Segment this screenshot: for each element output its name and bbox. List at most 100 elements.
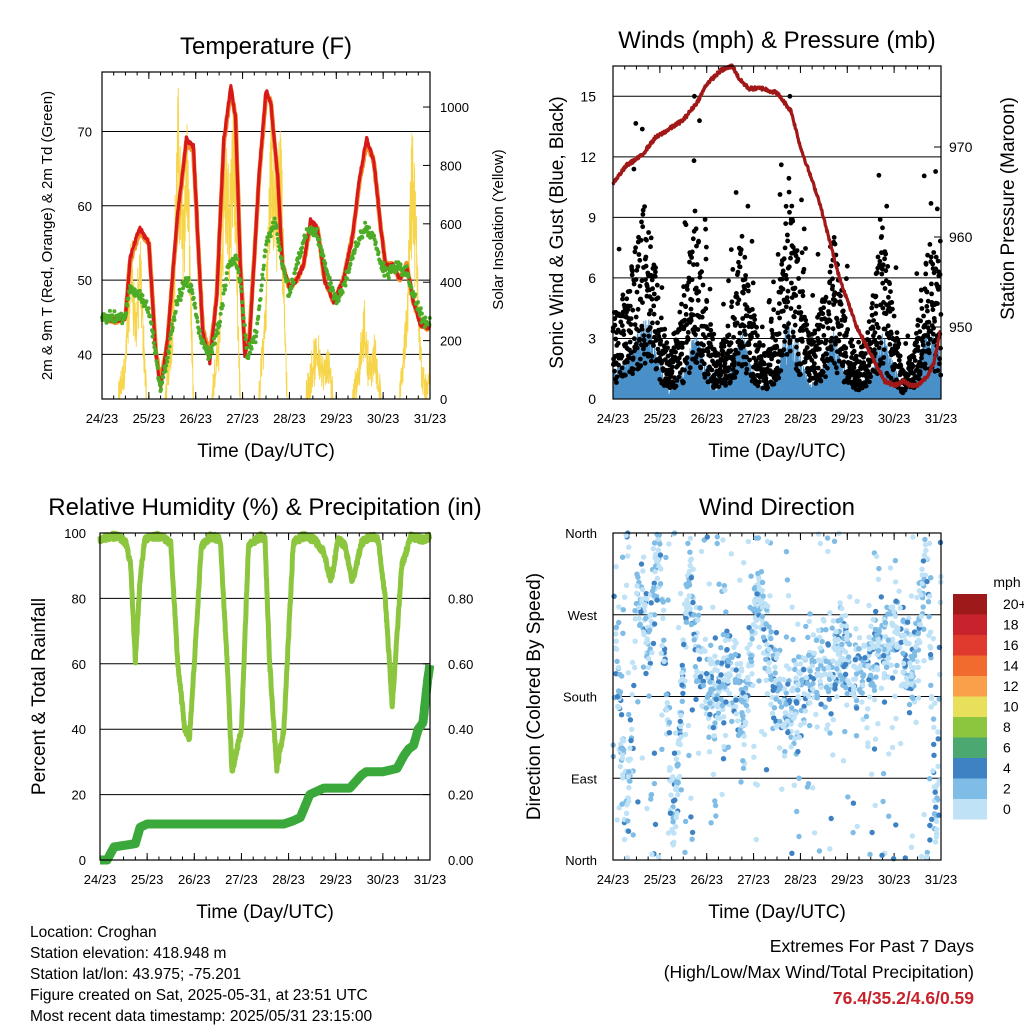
gust-point [703, 256, 709, 262]
legend-label: 2 [1003, 781, 1011, 797]
gust-point [833, 365, 839, 371]
td2m-point [342, 280, 347, 284]
direction-point [824, 726, 830, 732]
gust-point [830, 283, 836, 289]
td2m-point [192, 301, 197, 306]
direction-point [788, 744, 794, 750]
direction-point [629, 691, 635, 698]
td2m-point [218, 311, 223, 316]
gust-point [694, 360, 700, 365]
y-right-tick-label: 950 [949, 319, 973, 335]
direction-point [772, 664, 778, 670]
gust-point [843, 345, 849, 351]
direction-point [854, 598, 860, 604]
y-right-tick-label: 970 [949, 139, 973, 155]
direction-point [881, 675, 887, 681]
gust-point [730, 367, 736, 372]
td2m-point [170, 325, 175, 330]
gust-point [704, 244, 709, 250]
direction-point [932, 700, 938, 706]
gust-point [846, 375, 852, 381]
gust-point [872, 347, 877, 353]
gust-point [682, 367, 687, 373]
gust-point [690, 236, 696, 242]
direction-point [866, 677, 872, 683]
gust-point [632, 322, 638, 327]
direction-point [919, 566, 925, 572]
gust-point [875, 254, 881, 260]
direction-point [933, 804, 939, 810]
direction-point [795, 694, 801, 700]
gust-point [935, 368, 941, 373]
legend-swatch [953, 717, 987, 738]
direction-point [750, 622, 757, 628]
direction-point [670, 798, 677, 804]
direction-point [660, 607, 667, 613]
direction-point [639, 755, 645, 761]
direction-point [893, 822, 899, 828]
panel-title: Relative Humidity (%) & Precipitation (i… [48, 494, 481, 521]
direction-point [931, 752, 937, 758]
direction-point [670, 774, 676, 780]
gust-point [773, 337, 778, 343]
gust-point [804, 345, 810, 350]
direction-point [898, 639, 904, 645]
gust-point [716, 384, 722, 389]
direction-point [706, 749, 713, 755]
y-tick-label: North [565, 853, 597, 868]
td2m-point [247, 350, 252, 355]
direction-point [851, 693, 858, 700]
gust-point [653, 265, 658, 271]
direction-point [791, 657, 797, 664]
direction-point [652, 821, 659, 828]
direction-point [935, 763, 941, 769]
y-right-tick-label: 400 [440, 275, 462, 290]
direction-point [795, 687, 801, 693]
td2m-point [298, 253, 303, 258]
direction-point [806, 652, 812, 658]
gust-point [740, 316, 746, 321]
td2m-point [427, 322, 432, 327]
gust-point [646, 230, 651, 235]
gust-point [775, 310, 781, 316]
gust-point [614, 380, 619, 385]
direction-point [821, 666, 827, 672]
direction-point [900, 669, 906, 675]
gust-point [685, 287, 690, 292]
direction-point [742, 719, 749, 725]
direction-point [868, 623, 874, 629]
gust-point [683, 312, 689, 317]
direction-point [619, 801, 625, 807]
gust-point [694, 262, 700, 267]
gust-point [619, 365, 625, 371]
gust-point [734, 369, 739, 375]
direction-point [682, 731, 689, 738]
direction-point [896, 588, 902, 594]
direction-point [652, 568, 658, 575]
direction-point [684, 597, 690, 603]
direction-point [728, 653, 734, 659]
gust-point [783, 304, 789, 310]
direction-point [733, 667, 739, 673]
direction-point [760, 650, 767, 656]
direction-point [924, 854, 930, 860]
direction-point [910, 695, 916, 701]
gust-point [689, 297, 695, 303]
td2m-point [177, 287, 182, 292]
direction-point [827, 671, 833, 677]
gust-point [873, 293, 879, 299]
direction-point [865, 743, 871, 750]
y-axis-label: 2m & 9m T (Red, Orange) & 2m Td (Green) [39, 91, 56, 380]
direction-point [924, 578, 930, 585]
gust-point [630, 268, 635, 274]
td2m-point [161, 375, 166, 380]
direction-point [618, 712, 625, 718]
gust-point [796, 304, 802, 310]
gust-point [935, 301, 940, 306]
td2m-point [260, 276, 265, 281]
direction-point [908, 844, 915, 850]
gust-point [883, 251, 888, 257]
direction-point [753, 597, 759, 603]
gust-point [684, 355, 690, 360]
